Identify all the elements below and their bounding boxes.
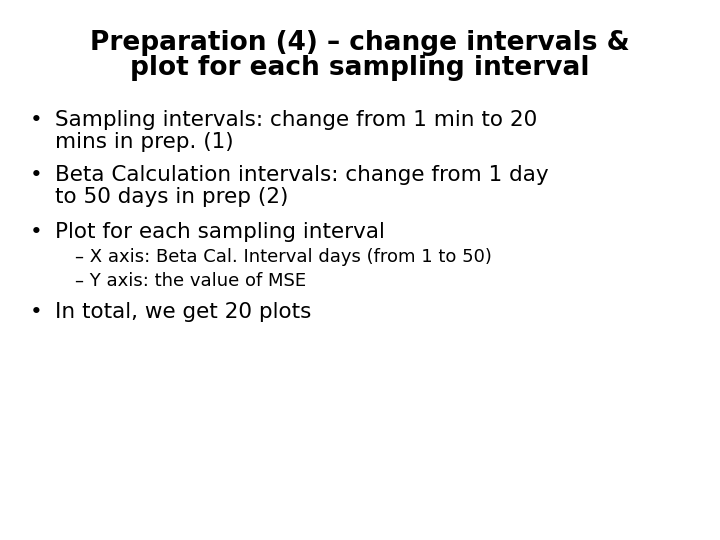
Text: – X axis: Beta Cal. Interval days (from 1 to 50): – X axis: Beta Cal. Interval days (from …: [75, 248, 492, 266]
Text: •: •: [30, 110, 42, 130]
Text: Beta Calculation intervals: change from 1 day: Beta Calculation intervals: change from …: [55, 165, 549, 185]
Text: •: •: [30, 302, 42, 322]
Text: In total, we get 20 plots: In total, we get 20 plots: [55, 302, 311, 322]
Text: – Y axis: the value of MSE: – Y axis: the value of MSE: [75, 272, 306, 290]
Text: plot for each sampling interval: plot for each sampling interval: [130, 55, 590, 81]
Text: •: •: [30, 222, 42, 242]
Text: mins in prep. (1): mins in prep. (1): [55, 132, 233, 152]
Text: Plot for each sampling interval: Plot for each sampling interval: [55, 222, 385, 242]
Text: Preparation (4) – change intervals &: Preparation (4) – change intervals &: [90, 30, 630, 56]
Text: to 50 days in prep (2): to 50 days in prep (2): [55, 187, 289, 207]
Text: Sampling intervals: change from 1 min to 20: Sampling intervals: change from 1 min to…: [55, 110, 537, 130]
Text: •: •: [30, 165, 42, 185]
